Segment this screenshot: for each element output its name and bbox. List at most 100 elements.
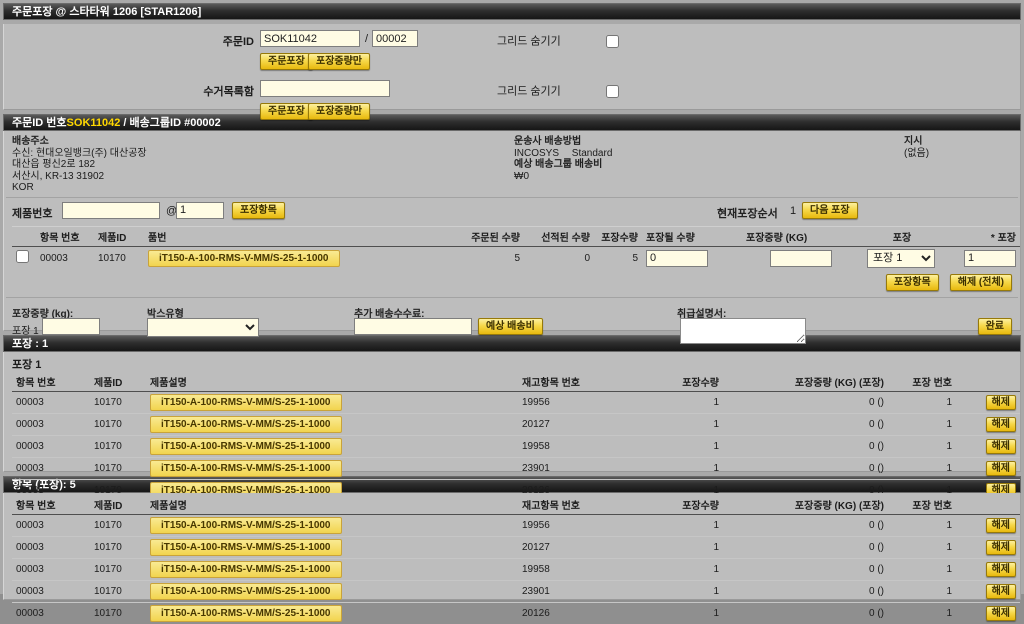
order-item-table: 항목 번호 제품ID 품번 주문된 수량 선적된 수량 포장수량 포장될 수량 … [12,226,1020,270]
shipping-address-block: 배송주소 수신: 현대오일뱅크(주) 대산공장 대산읍 평신2로 182 서산시… [12,136,514,194]
order-item-row: 00003 10170 iT150-A-100-RMS-V-MM/S-25-1-… [12,246,1020,270]
remove-button[interactable]: 해제 [986,395,1016,410]
address-title: 배송주소 [12,136,514,148]
address-line: 서산시, KR-13 31902 [12,171,514,183]
product-desc-button[interactable]: iT150-A-100-RMS-V-MM/S-25-1-1000 [150,539,342,556]
page-title: 주문포장 @ 스타타워 1206 [STAR1206] [12,6,201,18]
part-no-button[interactable]: iT150-A-100-RMS-V-MM/S-25-1-1000 [148,250,340,267]
col-pack-qty: 포장수량 [594,226,642,246]
row-select-checkbox[interactable] [16,250,29,263]
order-id-separator: / [365,33,368,45]
address-line: 수신: 현대오일뱅크(주) 대산공장 [12,148,514,160]
grid-hide-label: 그리드 숨기기 [497,35,561,47]
picklist-label: 수거목록함 [4,83,254,99]
product-desc-button[interactable]: iT150-A-100-RMS-V-MM/S-25-1-1000 [150,416,342,433]
col-stock-no: 재고항목 번호 [518,495,678,515]
pack-order-button[interactable]: 주문포장 [260,103,313,120]
product-id-cell: 10170 [94,246,144,270]
handling-textarea[interactable] [680,318,806,344]
col-stock-no: 재고항목 번호 [518,372,678,392]
pack-weight-input[interactable] [770,250,832,267]
order-id-input[interactable] [260,30,360,47]
col-product-desc: 제품설명 [146,372,518,392]
order-packing-page: 주문포장 @ 스타타워 1206 [STAR1206] 주문ID / 그리드 숨… [0,0,1024,594]
weight-only-button[interactable]: 포장중량만 [308,103,370,120]
remove-button[interactable]: 해제 [986,606,1016,621]
carrier-block: 운송사 배송방법 INCOSYS Standard 예상 배송그룹 배송비 ₩0 [514,136,904,194]
item-no-cell: 00003 [36,246,94,270]
estimate-shipping-button[interactable]: 예상 배송비 [478,318,543,335]
col-pack-qty: 포장수량 [678,495,723,515]
product-desc-button[interactable]: iT150-A-100-RMS-V-MM/S-25-1-1000 [150,394,342,411]
remove-button[interactable]: 해제 [986,540,1016,555]
pack1-weight-input[interactable] [42,318,100,335]
col-pack-weight: 포장중량 (KG) (포장) [723,495,888,515]
remove-button[interactable]: 해제 [986,417,1016,432]
current-seq-value: 1 [790,205,796,217]
remove-button[interactable]: 해제 [986,584,1016,599]
order-search-panel: 주문ID / 그리드 숨기기 주문포장 포장중량만 수거목록함 그리드 숨기기 … [3,24,1021,110]
product-desc-button[interactable]: iT150-A-100-RMS-V-MM/S-25-1-1000 [150,517,342,534]
product-desc-button[interactable]: iT150-A-100-RMS-V-MM/S-25-1-1000 [150,583,342,600]
col-product-id: 제품ID [94,226,144,246]
packed-items-table: 항목 번호 제품ID 제품설명 재고항목 번호 포장수량 포장중량 (KG) (… [12,495,1020,624]
product-desc-button[interactable]: iT150-A-100-RMS-V-MM/S-25-1-1000 [150,605,342,622]
product-desc-button[interactable]: iT150-A-100-RMS-V-MM/S-25-1-1000 [150,460,342,477]
col-shipped-qty: 선적된 수량 [524,226,594,246]
pack-select[interactable]: 포장 1 [867,249,935,268]
next-pack-button[interactable]: 다음 포장 [802,202,858,219]
product-no-label: 제품번호 [12,205,52,221]
product-no-input[interactable] [62,202,160,219]
page-title-bar: 주문포장 @ 스타타워 1206 [STAR1206] [3,3,1021,20]
pack-order-button[interactable]: 주문포장 [260,53,313,70]
col-item-no: 항목 번호 [12,495,90,515]
pack1-table: 항목 번호 제품ID 제품설명 재고항목 번호 포장수량 포장중량 (KG) (… [12,372,1020,501]
col-pack-no: 포장 번호 [888,372,956,392]
col-pack-weight: 포장중량 (KG) [742,226,847,246]
pack1-title: 포장 1 [4,352,1020,372]
remove-button[interactable]: 해제 [986,518,1016,533]
remove-button[interactable]: 해제 [986,439,1016,454]
product-desc-button[interactable]: iT150-A-100-RMS-V-MM/S-25-1-1000 [150,561,342,578]
done-button[interactable]: 완료 [978,318,1012,335]
instructions-value: (없음) [904,148,1012,160]
grid-hide-checkbox[interactable] [606,35,619,48]
box-type-select[interactable] [147,318,259,337]
order-detail-panel: 배송주소 수신: 현대오일뱅크(주) 대산공장 대산읍 평신2로 182 서산시… [3,131,1021,331]
ordered-qty-cell: 5 [444,246,524,270]
carrier-title: 운송사 배송방법 [514,136,904,148]
pack-section-panel: 포장 1 항목 번호 제품ID 제품설명 재고항목 번호 포장수량 포장중량 (… [3,352,1021,472]
grid-hide-checkbox[interactable] [606,85,619,98]
remove-all-button[interactable]: 해제 (전체) [950,274,1012,291]
scan-qty-input[interactable] [176,202,224,219]
weight-only-button[interactable]: 포장중량만 [308,53,370,70]
shipped-qty-cell: 0 [524,246,594,270]
remove-button[interactable]: 해제 [986,562,1016,577]
col-item-no: 항목 번호 [12,372,90,392]
cost-value: ₩0 [514,171,904,183]
cost-title: 예상 배송그룹 배송비 [514,159,904,171]
to-pack-qty-input[interactable] [646,250,708,267]
product-desc-button[interactable]: iT150-A-100-RMS-V-MM/S-25-1-1000 [150,438,342,455]
order-suffix-input[interactable] [372,30,418,47]
remove-button[interactable]: 해제 [986,461,1016,476]
extra-fee-input[interactable] [354,318,472,335]
col-ordered-qty: 주문된 수량 [444,226,524,246]
carrier-type: Standard [572,148,613,159]
pack-items-button[interactable]: 포장항목 [886,274,939,291]
col-item-no: 항목 번호 [36,226,94,246]
instructions-block: 지시 (없음) [904,136,1012,194]
pack-item-button[interactable]: 포장항목 [232,202,285,219]
pack-count-input[interactable] [964,250,1016,267]
col-pack-no: 포장 번호 [888,495,956,515]
col-product-id: 제품ID [90,372,146,392]
grid-hide-label: 그리드 숨기기 [497,85,561,97]
col-product-id: 제품ID [90,495,146,515]
picklist-input[interactable] [260,80,390,97]
items-section-panel: 항목 번호 제품ID 제품설명 재고항목 번호 포장수량 포장중량 (KG) (… [3,493,1021,600]
col-pack: 포장 [847,226,957,246]
